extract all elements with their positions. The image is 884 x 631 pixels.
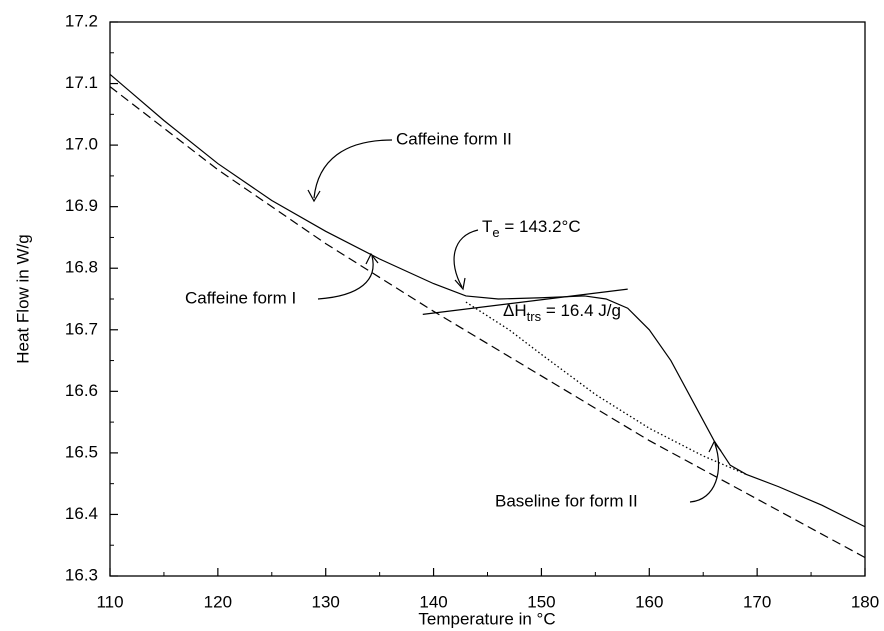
annotation: ΔHtrs = 16.4 J/g bbox=[503, 301, 621, 324]
y-tick-label: 16.7 bbox=[65, 319, 98, 338]
annotation-arrow bbox=[453, 229, 479, 288]
series-line bbox=[465, 301, 747, 476]
annotation: Caffeine form II bbox=[396, 129, 512, 148]
arrow-head bbox=[708, 440, 722, 453]
annotation: Caffeine form I bbox=[185, 288, 296, 307]
annotation: Baseline for form II bbox=[495, 491, 638, 510]
series-line bbox=[109, 86, 866, 559]
annotation-arrow bbox=[689, 443, 720, 503]
y-axis-title: Heat Flow in W/g bbox=[13, 234, 32, 363]
y-tick-label: 16.8 bbox=[65, 258, 98, 277]
x-tick-label: 140 bbox=[419, 592, 447, 611]
annotation-arrow bbox=[313, 139, 393, 199]
x-tick-label: 120 bbox=[204, 592, 232, 611]
x-tick-label: 160 bbox=[635, 592, 663, 611]
y-tick-label: 16.4 bbox=[65, 504, 98, 523]
y-tick-label: 17.0 bbox=[65, 135, 98, 154]
y-tick-label: 16.9 bbox=[65, 196, 98, 215]
y-tick-label: 17.2 bbox=[65, 11, 98, 30]
x-axis-title: Temperature in °C bbox=[418, 609, 555, 628]
arrow-head bbox=[454, 277, 466, 291]
series-line bbox=[109, 73, 866, 528]
x-tick-label: 150 bbox=[527, 592, 555, 611]
y-tick-label: 16.3 bbox=[65, 565, 98, 584]
x-tick-label: 170 bbox=[743, 592, 771, 611]
y-tick-label: 16.6 bbox=[65, 381, 98, 400]
annotation-arrow bbox=[317, 255, 374, 300]
x-tick-label: 180 bbox=[851, 592, 879, 611]
series-line bbox=[422, 288, 628, 315]
annotation: Te = 143.2°C bbox=[482, 217, 581, 240]
x-tick-label: 130 bbox=[312, 592, 340, 611]
y-tick-label: 16.5 bbox=[65, 442, 98, 461]
x-tick-label: 110 bbox=[96, 592, 123, 611]
arrow-head bbox=[307, 189, 321, 203]
y-tick-label: 17.1 bbox=[65, 73, 98, 92]
